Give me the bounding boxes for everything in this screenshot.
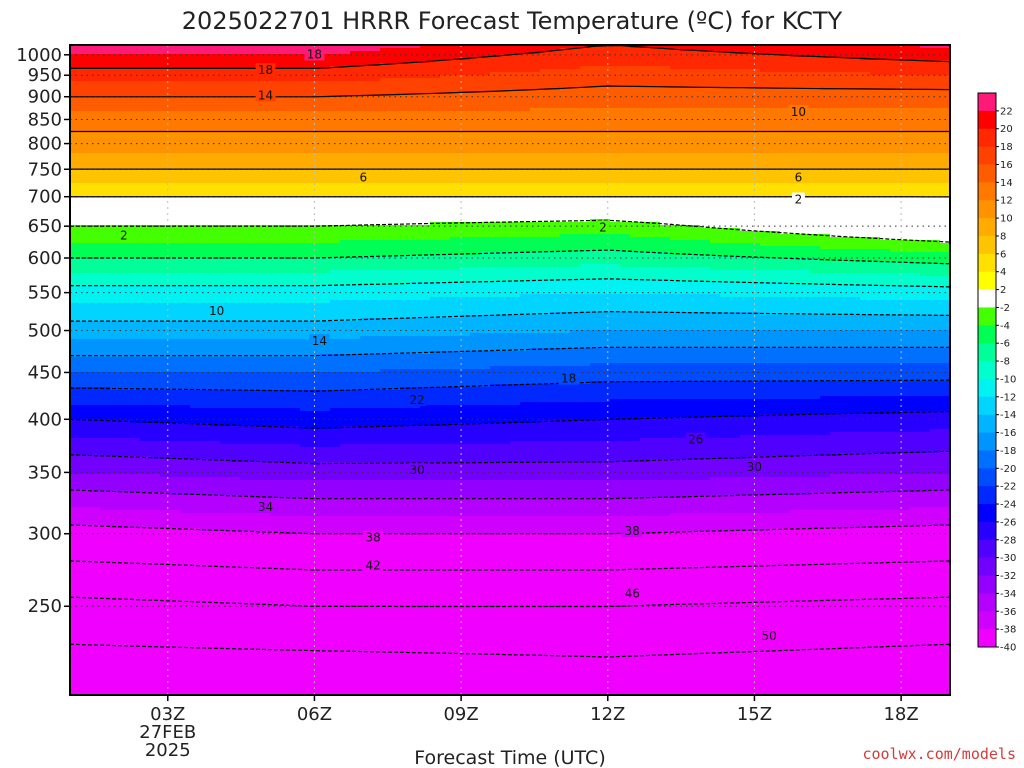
temperature-bands	[70, 45, 951, 697]
chart-title: 2025022701 HRRR Forecast Temperature (ºC…	[182, 7, 843, 35]
